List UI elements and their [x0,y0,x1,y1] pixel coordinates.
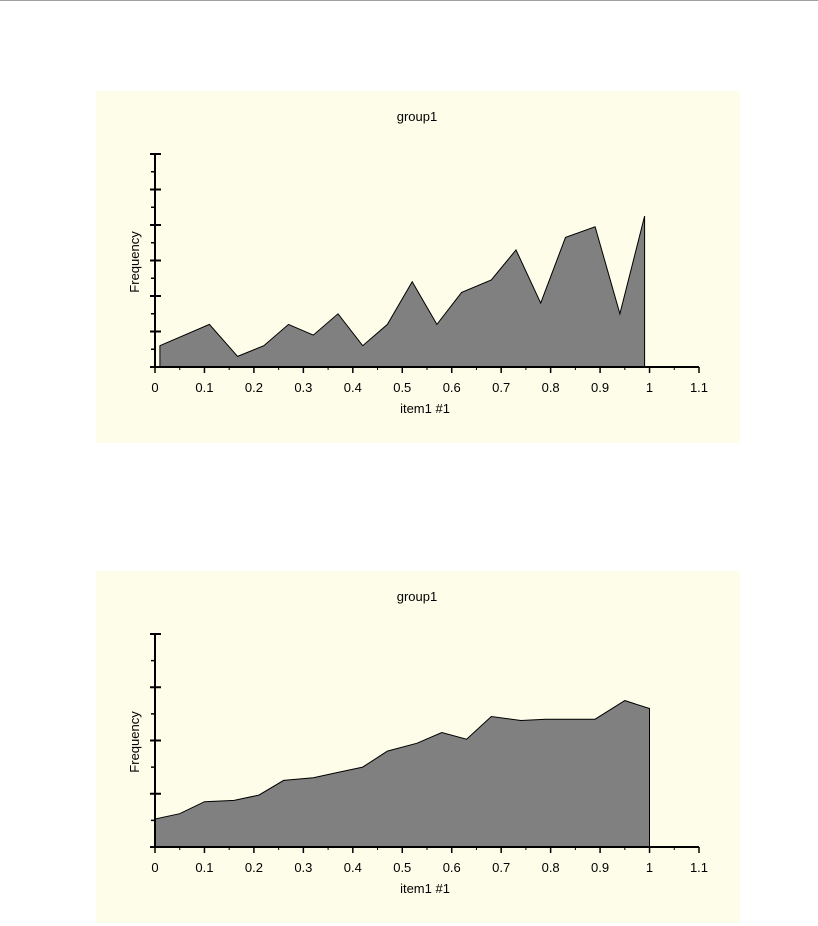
y-axis-label: Frequency [127,231,142,293]
x-tick-label: 1 [646,860,653,875]
x-axis-label: item1 #1 [400,401,450,416]
chart-title: group1 [397,589,437,604]
x-tick-label: 1.1 [690,380,708,395]
x-tick-label: 0.1 [195,860,213,875]
x-tick-label: 0.4 [344,380,362,395]
area-series-1 [159,215,646,368]
x-tick-label: 0.5 [393,860,411,875]
chart-2-svg: group1 Frequency item1 #1 0 0.1 0.2 0.3 0.4 0… [127,589,708,896]
x-tick-label: 0.7 [492,860,510,875]
x-tick-label: 0.9 [591,860,609,875]
chart-1-svg: group1 Frequency item1 #1 0 0.1 0.2 0.3 0.4 0… [127,109,708,416]
x-tick-label: 0.3 [294,380,312,395]
x-tick-label: 0.9 [591,380,609,395]
x-tick-label: 0 [151,380,158,395]
x-tick-label: 0.8 [542,380,560,395]
x-tick-label: 0.2 [245,860,263,875]
area-series-1 [154,700,650,848]
x-tick-label: 0 [151,860,158,875]
x-tick-label: 0.4 [344,860,362,875]
y-axis-label: Frequency [127,711,142,773]
x-tick-label: 0.8 [542,860,560,875]
x-tick-label: 0.6 [443,380,461,395]
x-tick-label: 0.3 [294,860,312,875]
x-tick-label: 0.7 [492,380,510,395]
x-tick-label: 0.6 [443,860,461,875]
x-tick-label: 0.1 [195,380,213,395]
top-divider [0,0,818,1]
x-tick-label: 0.2 [245,380,263,395]
chart-panel-1: group1 Frequency item1 #1 0 0.1 0.2 0.3 0.4 0… [96,91,740,443]
chart-panel-2: group1 Frequency item1 #1 0 0.1 0.2 0.3 0.4 0… [96,571,740,923]
x-tick-label: 1 [646,380,653,395]
chart-title: group1 [397,109,437,124]
x-tick-label: 0.5 [393,380,411,395]
x-tick-label: 1.1 [690,860,708,875]
x-axis-label: item1 #1 [400,881,450,896]
